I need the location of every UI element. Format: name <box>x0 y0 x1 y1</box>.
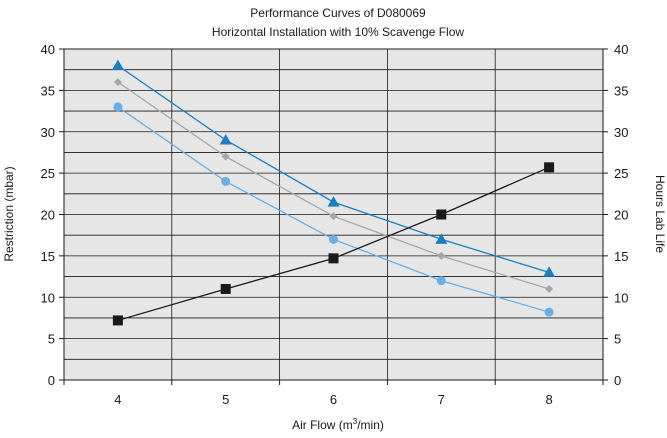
series-2 <box>113 78 554 293</box>
y2-tick-label: 35 <box>614 83 628 98</box>
y-tick-label: 5 <box>48 332 55 347</box>
data-point-diamond <box>113 78 122 87</box>
y-tick-label: 25 <box>41 166 55 181</box>
y2-tick-label: 30 <box>614 125 628 140</box>
y-tick-label: 0 <box>48 373 55 388</box>
series-1 <box>111 59 556 277</box>
chart-title: Performance Curves of D080069 <box>250 6 426 20</box>
data-point-diamond <box>221 152 230 161</box>
y-tick-label: 40 <box>41 42 55 57</box>
series-4 <box>112 162 555 326</box>
y2-tick-label: 25 <box>614 166 628 181</box>
x-tick-label: 8 <box>545 392 552 407</box>
y2-tick-label: 20 <box>614 208 628 223</box>
data-point-circle <box>544 307 554 317</box>
data-point-square <box>436 209 447 220</box>
data-point-circle <box>329 234 338 244</box>
x-axis-label-post: /min) <box>357 418 384 432</box>
data-point-triangle <box>219 134 232 145</box>
y-tick-label: 20 <box>41 208 55 223</box>
data-point-circle <box>113 102 123 112</box>
y2-tick-label: 15 <box>614 249 628 264</box>
data-point-square <box>328 253 339 264</box>
series-layer <box>111 59 556 326</box>
x-tick-label: 6 <box>330 392 337 407</box>
y-tick-label: 15 <box>41 249 55 264</box>
data-point-diamond <box>437 251 446 260</box>
data-point-diamond <box>329 212 338 221</box>
y2-tick-label: 5 <box>614 332 621 347</box>
data-point-triangle <box>327 196 340 207</box>
chart-subtitle: Horizontal Installation with 10% Scaveng… <box>212 25 464 39</box>
y2-axis-label: Hours Lab Life <box>653 175 667 253</box>
x-axis-label-sup: 3 <box>353 417 358 426</box>
data-point-circle <box>436 276 446 286</box>
data-point-triangle <box>543 266 556 277</box>
y-tick-label: 35 <box>41 83 55 98</box>
data-point-diamond <box>545 284 554 293</box>
y2-tick-label: 0 <box>614 373 621 388</box>
data-point-square <box>544 162 555 173</box>
x-tick-label: 4 <box>114 392 121 407</box>
y-tick-label: 10 <box>41 290 55 305</box>
data-point-square <box>220 283 231 294</box>
x-axis-label-pre: Air Flow (m <box>292 418 353 432</box>
data-point-circle <box>221 176 231 186</box>
data-point-triangle <box>111 59 124 71</box>
y-axis-label: Restriction (mbar) <box>2 166 16 261</box>
data-point-triangle <box>435 233 448 244</box>
series-3 <box>113 102 554 317</box>
y-tick-label: 30 <box>41 125 55 140</box>
x-tick-label: 5 <box>222 392 229 407</box>
data-point-square <box>112 315 123 326</box>
y2-tick-label: 40 <box>614 42 628 57</box>
x-axis-label: Air Flow (m3/min) <box>292 417 384 432</box>
x-tick-label: 7 <box>438 392 445 407</box>
y2-tick-label: 10 <box>614 290 628 305</box>
